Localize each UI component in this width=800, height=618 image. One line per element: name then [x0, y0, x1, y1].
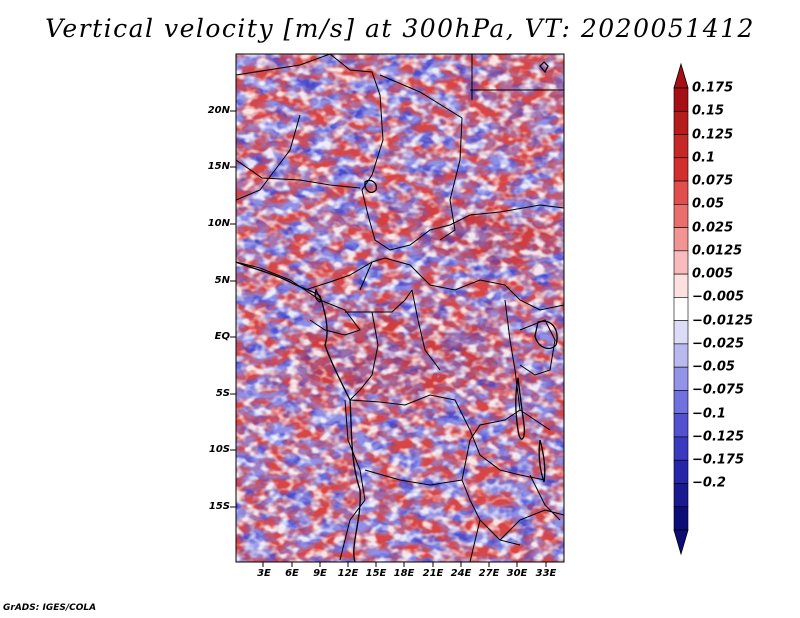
lon-label: 27E [478, 568, 500, 579]
colorbar-label: −0.1 [692, 406, 726, 422]
colorbar-label: −0.175 [692, 452, 745, 468]
lon-label: 33E [535, 568, 557, 579]
colorbar-box [673, 413, 689, 438]
colorbar-box [673, 436, 689, 461]
colorbar-label: −0.2 [692, 475, 726, 491]
lat-label: 15S [208, 501, 230, 512]
lat-label: EQ [214, 331, 230, 342]
colorbar-label: −0.025 [692, 336, 745, 352]
lake-tanganyika [515, 377, 526, 440]
colorbar-extend-bottom [673, 529, 689, 556]
lat-label: 15N [207, 161, 230, 172]
lat-label: 20N [207, 105, 230, 116]
colorbar-label: 0.05 [692, 196, 725, 212]
colorbar-box [673, 297, 689, 321]
colorbar-label: −0.05 [692, 359, 735, 375]
colorbar-box [673, 343, 689, 368]
colorbar-box [673, 227, 689, 252]
lon-label: 3E [257, 568, 271, 579]
lake-victoria [534, 320, 558, 350]
colorbar-label: −0.0125 [692, 313, 754, 329]
colorbar-label: 0.125 [692, 127, 734, 143]
lat-label: 10N [207, 218, 230, 229]
colorbar-box [673, 157, 689, 182]
colorbar [673, 62, 689, 556]
lon-label: 12E [337, 568, 359, 579]
colorbar-box [673, 459, 689, 484]
colorbar-extend-top [673, 62, 689, 89]
colorbar-label: 0.0125 [692, 243, 743, 259]
lake-chad [364, 179, 377, 193]
colorbar-label: 0.175 [692, 80, 734, 96]
colorbar-label: 0.005 [692, 266, 734, 282]
velocity-field [236, 54, 564, 562]
colorbar-label: −0.125 [692, 429, 745, 445]
colorbar-box [673, 390, 689, 414]
colorbar-box [673, 110, 689, 135]
colorbar-box [673, 273, 689, 298]
lon-label: 21E [422, 568, 444, 579]
colorbar-label: 0.075 [692, 173, 734, 189]
map-title: Vertical velocity [m/s] at 300hPa, VT: 2… [45, 14, 755, 43]
colorbar-box [673, 87, 689, 112]
lon-label: 6E [285, 568, 299, 579]
colorbar-box [673, 320, 689, 345]
colorbar-label: 0.025 [692, 220, 734, 236]
colorbar-box [673, 366, 689, 391]
lake-malawi [538, 439, 546, 483]
colorbar-box [673, 134, 689, 159]
lon-label: 24E [450, 568, 472, 579]
colorbar-box [673, 483, 689, 508]
colorbar-box [673, 180, 689, 205]
colorbar-label: 0.15 [692, 103, 725, 119]
lat-label: 5N [214, 275, 230, 286]
colorbar-label: −0.005 [692, 289, 745, 305]
coastline [236, 61, 558, 562]
colorbar-box [673, 506, 689, 531]
axis-ticks [230, 110, 547, 567]
lon-label: 15E [365, 568, 387, 579]
colorbar-label: −0.075 [692, 382, 745, 398]
footer-credit: GrADS: IGES/COLA [3, 603, 97, 613]
map-frame [235, 53, 565, 563]
lon-label: 30E [506, 568, 528, 579]
colorbar-box [673, 250, 689, 275]
lon-label: 9E [313, 568, 327, 579]
colorbar-box [673, 204, 689, 228]
lon-label: 18E [393, 568, 415, 579]
lat-label: 5S [215, 388, 230, 399]
lat-label: 10S [208, 444, 230, 455]
colorbar-label: 0.1 [692, 150, 716, 166]
field-neutral-texture [236, 54, 564, 562]
